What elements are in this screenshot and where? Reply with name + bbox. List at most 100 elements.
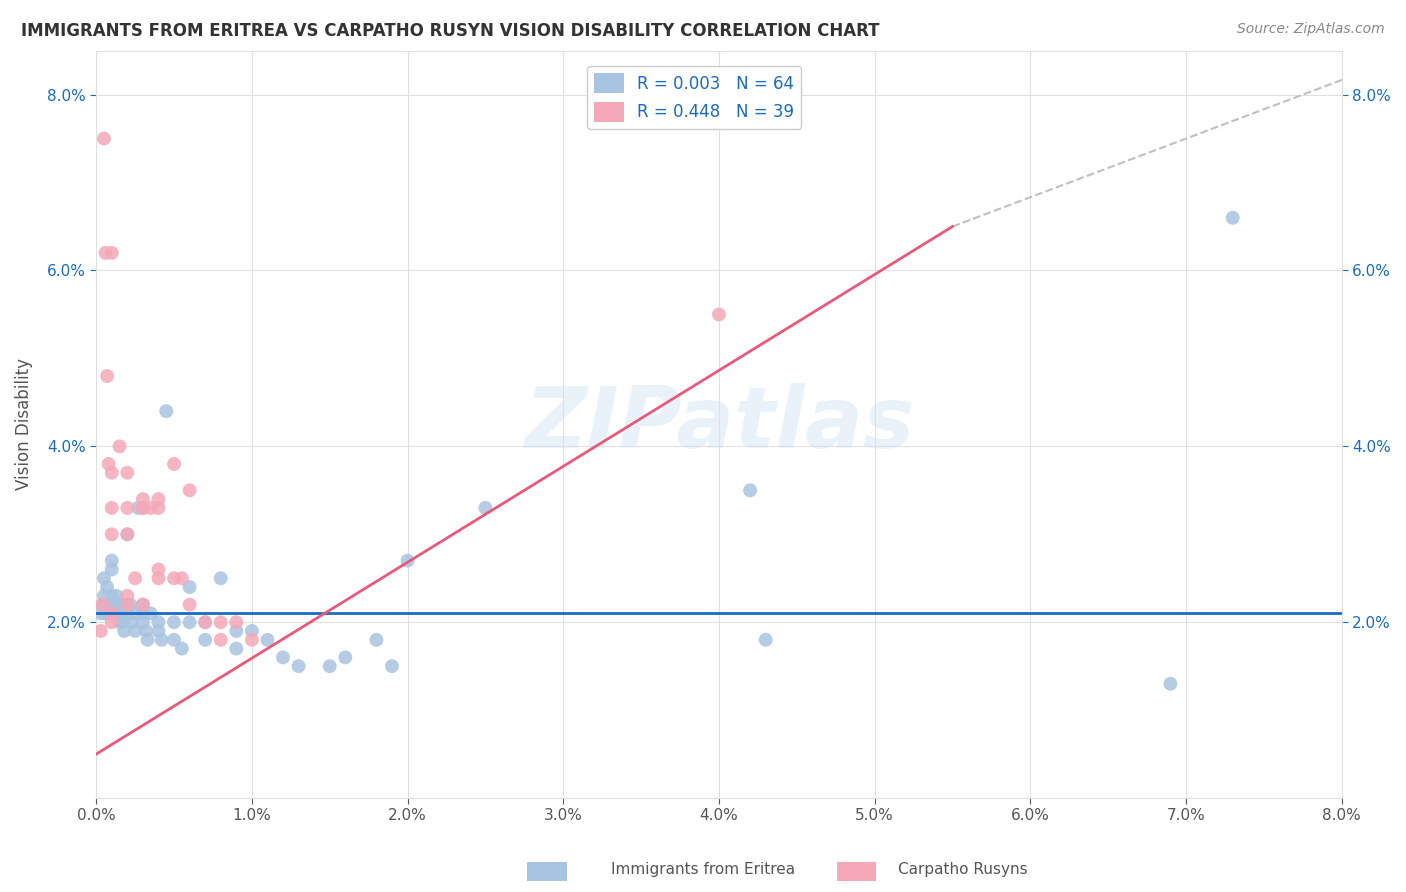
Point bbox=[150, 632, 173, 647]
Point bbox=[148, 624, 170, 638]
Point bbox=[163, 615, 186, 630]
Point bbox=[117, 598, 139, 612]
Legend: R = 0.003   N = 64, R = 0.448   N = 39: R = 0.003 N = 64, R = 0.448 N = 39 bbox=[588, 67, 801, 128]
Point bbox=[136, 632, 159, 647]
Point bbox=[100, 607, 122, 621]
Point bbox=[100, 607, 122, 621]
Point bbox=[108, 598, 131, 612]
Point bbox=[132, 500, 155, 515]
Point bbox=[396, 554, 419, 568]
Point bbox=[117, 589, 139, 603]
Point bbox=[98, 607, 121, 621]
Point bbox=[179, 483, 201, 498]
Text: Carpatho Rusyns: Carpatho Rusyns bbox=[898, 863, 1028, 877]
Point bbox=[96, 598, 118, 612]
Point bbox=[124, 571, 146, 585]
Point bbox=[132, 615, 155, 630]
Text: Source: ZipAtlas.com: Source: ZipAtlas.com bbox=[1237, 22, 1385, 37]
Point bbox=[93, 589, 115, 603]
Point bbox=[381, 659, 404, 673]
Point bbox=[209, 571, 232, 585]
Point bbox=[100, 527, 122, 541]
Point bbox=[94, 246, 117, 260]
Point bbox=[225, 615, 247, 630]
Point bbox=[117, 527, 139, 541]
Text: ZIPatlas: ZIPatlas bbox=[524, 383, 914, 466]
Point bbox=[100, 500, 122, 515]
Point bbox=[97, 457, 120, 471]
Point bbox=[117, 607, 139, 621]
Point bbox=[155, 404, 177, 418]
Point bbox=[148, 500, 170, 515]
Point bbox=[117, 527, 139, 541]
Point bbox=[132, 492, 155, 507]
Text: Immigrants from Eritrea: Immigrants from Eritrea bbox=[612, 863, 794, 877]
Point bbox=[271, 650, 294, 665]
Point bbox=[240, 632, 263, 647]
Point bbox=[256, 632, 278, 647]
Point bbox=[148, 562, 170, 576]
Point bbox=[96, 369, 118, 384]
Point bbox=[94, 607, 117, 621]
Point bbox=[132, 607, 155, 621]
Point bbox=[90, 607, 112, 621]
Point bbox=[96, 580, 118, 594]
Point bbox=[100, 598, 122, 612]
Point bbox=[100, 615, 122, 630]
Point bbox=[225, 641, 247, 656]
Point bbox=[366, 632, 388, 647]
Point bbox=[120, 598, 142, 612]
Point bbox=[240, 624, 263, 638]
Point bbox=[148, 615, 170, 630]
Point bbox=[755, 632, 778, 647]
Point bbox=[124, 624, 146, 638]
Point bbox=[117, 466, 139, 480]
Point bbox=[127, 500, 149, 515]
Point bbox=[163, 632, 186, 647]
Point bbox=[100, 246, 122, 260]
Point bbox=[108, 439, 131, 453]
Point bbox=[107, 607, 129, 621]
Point bbox=[707, 308, 730, 322]
Point bbox=[163, 457, 186, 471]
Point bbox=[104, 598, 127, 612]
Point bbox=[287, 659, 309, 673]
Point bbox=[1159, 677, 1181, 691]
Point bbox=[91, 598, 114, 612]
Point bbox=[194, 615, 217, 630]
Point bbox=[209, 632, 232, 647]
Point bbox=[179, 580, 201, 594]
Point bbox=[91, 598, 114, 612]
Point bbox=[121, 615, 143, 630]
Point bbox=[139, 500, 162, 515]
Point bbox=[100, 554, 122, 568]
Point bbox=[111, 615, 134, 630]
Point bbox=[93, 131, 115, 145]
Point bbox=[170, 641, 193, 656]
Point bbox=[93, 571, 115, 585]
Point bbox=[319, 659, 342, 673]
Point bbox=[97, 607, 120, 621]
Point bbox=[474, 500, 496, 515]
Point bbox=[179, 615, 201, 630]
Point bbox=[110, 607, 132, 621]
Point bbox=[100, 589, 122, 603]
Point bbox=[163, 571, 186, 585]
Point bbox=[108, 615, 131, 630]
Point bbox=[117, 598, 139, 612]
Point bbox=[135, 624, 157, 638]
Point bbox=[335, 650, 357, 665]
Point bbox=[1222, 211, 1244, 225]
Point bbox=[112, 624, 135, 638]
Point bbox=[148, 492, 170, 507]
Point bbox=[179, 598, 201, 612]
Point bbox=[132, 598, 155, 612]
Point bbox=[225, 624, 247, 638]
Point bbox=[124, 607, 146, 621]
Point bbox=[170, 571, 193, 585]
Point bbox=[117, 500, 139, 515]
Point bbox=[209, 615, 232, 630]
Point bbox=[90, 624, 112, 638]
Point bbox=[194, 615, 217, 630]
Point bbox=[132, 598, 155, 612]
